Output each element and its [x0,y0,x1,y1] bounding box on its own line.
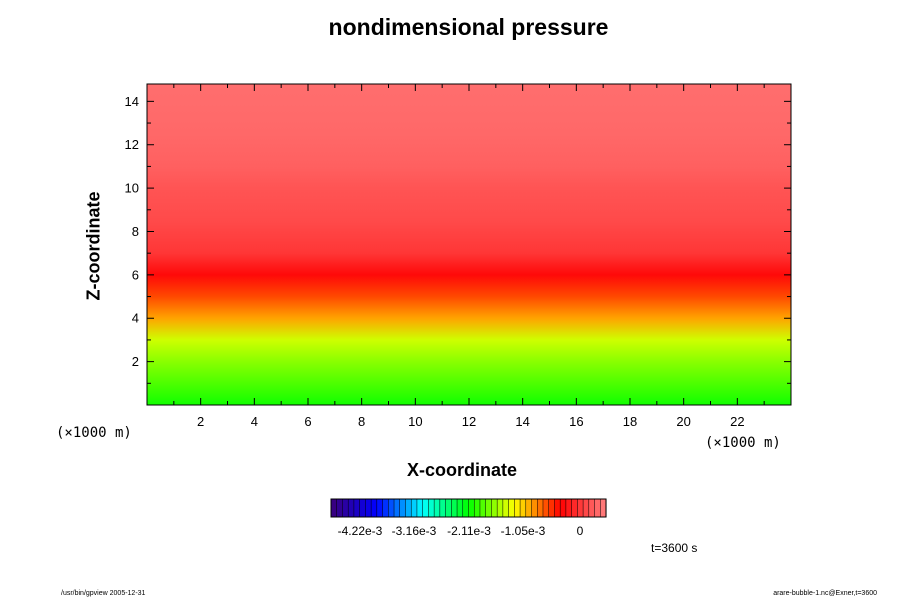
colorbar-cell [456,498,464,518]
x-tick-label: 16 [569,414,583,429]
y-tick-label: 10 [125,181,139,196]
colorbar-cell [336,498,344,518]
colorbar-cell [365,498,372,518]
colorbar-label-3: -2.11e-3 [447,524,491,538]
colorbar-label-1: -4.22e-3 [337,524,383,538]
colorbar-cell [422,498,429,518]
colorbar-cell [410,498,418,518]
x-tick-label: 22 [730,414,744,429]
colorbar-label-5: 0 [576,524,584,538]
x-tick-label: 14 [515,414,529,429]
colorbar-label-4: -1.05e-3 [500,524,546,538]
colorbar-cell [468,498,475,518]
chart-title: nondimensional pressure [328,14,609,40]
x-axis-unit: (×1000 m) [705,435,781,451]
y-tick-label: 6 [132,267,139,282]
y-tick-label: 4 [132,311,139,326]
x-tick-label: 18 [623,414,637,429]
time-annotation: t=3600 s [651,541,698,555]
colorbar-cell [416,498,424,518]
y-tick-label: 14 [125,94,139,109]
colorbar-cell [542,498,550,518]
colorbar-cell [399,498,407,518]
colorbar-cell [370,498,378,518]
colorbar [330,498,607,518]
colorbar-cell [508,498,515,518]
colorbar-cell [330,498,338,518]
colorbar-cell [577,498,584,518]
colorbar-cell [388,498,395,518]
footer-source: arare-bubble-1.nc@Exner,t=3600 [773,590,877,597]
colorbar-border [330,498,607,518]
heatmap-field [147,84,791,405]
y-axis-unit: (×1000 m) [56,425,132,441]
colorbar-cell [382,498,389,518]
x-tick-label: 20 [676,414,690,429]
colorbar-cell [342,498,349,518]
colorbar-cell [588,498,596,518]
y-tick-label: 8 [132,224,139,239]
colorbar-cell [565,498,573,518]
colorbar-cell [393,498,401,518]
colorbar-cell [548,498,555,518]
colorbar-cell [525,498,533,518]
colorbar-cell [485,498,492,518]
colorbar-cell [531,498,538,518]
x-tick-label: 12 [462,414,476,429]
x-tick-label: 10 [408,414,422,429]
colorbar-cell [514,498,521,518]
footer-program: /usr/bin/gpview 2005-12-31 [61,590,146,597]
colorbar-cell [445,498,452,518]
colorbar-cell [600,498,607,518]
colorbar-cell [433,498,441,518]
colorbar-cell [554,498,561,518]
y-tick-label: 2 [132,354,139,369]
x-tick-label: 6 [304,414,311,429]
colorbar-cell [462,498,470,518]
x-tick-label: 4 [251,414,258,429]
colorbar-cell [353,498,361,518]
colorbar-cell [537,498,544,518]
heatmap-fill [147,84,791,405]
colorbar-cell [519,498,527,518]
colorbar-cell [491,498,498,518]
x-tick-label: 2 [197,414,204,429]
colorbar-cell [496,498,504,518]
colorbar-cell [405,498,412,518]
colorbar-cell [376,498,384,518]
y-axis-label-text: Z-coordinate [83,191,104,301]
x-axis-label: X-coordinate [407,460,518,480]
colorbar-cell [359,498,366,518]
x-tick-label: 8 [358,414,365,429]
colorbar-cell [582,498,590,518]
colorbar-cell [559,498,567,518]
colorbar-cell [428,498,435,518]
colorbar-cell [473,498,481,518]
y-axis-ticks: 2 4 6 8 10 12 14 [125,94,791,384]
colorbar-cell [571,498,578,518]
colorbar-cell [451,498,458,518]
colorbar-cell [502,498,510,518]
colorbar-cell [347,498,355,518]
colorbar-cell [439,498,447,518]
colorbar-cell [479,498,487,518]
x-axis-ticks: 2 4 6 8 10 12 14 16 18 20 22 [173,84,765,429]
y-tick-label: 12 [125,137,139,152]
colorbar-label-2: -3.16e-3 [391,524,437,538]
colorbar-cell [594,498,601,518]
